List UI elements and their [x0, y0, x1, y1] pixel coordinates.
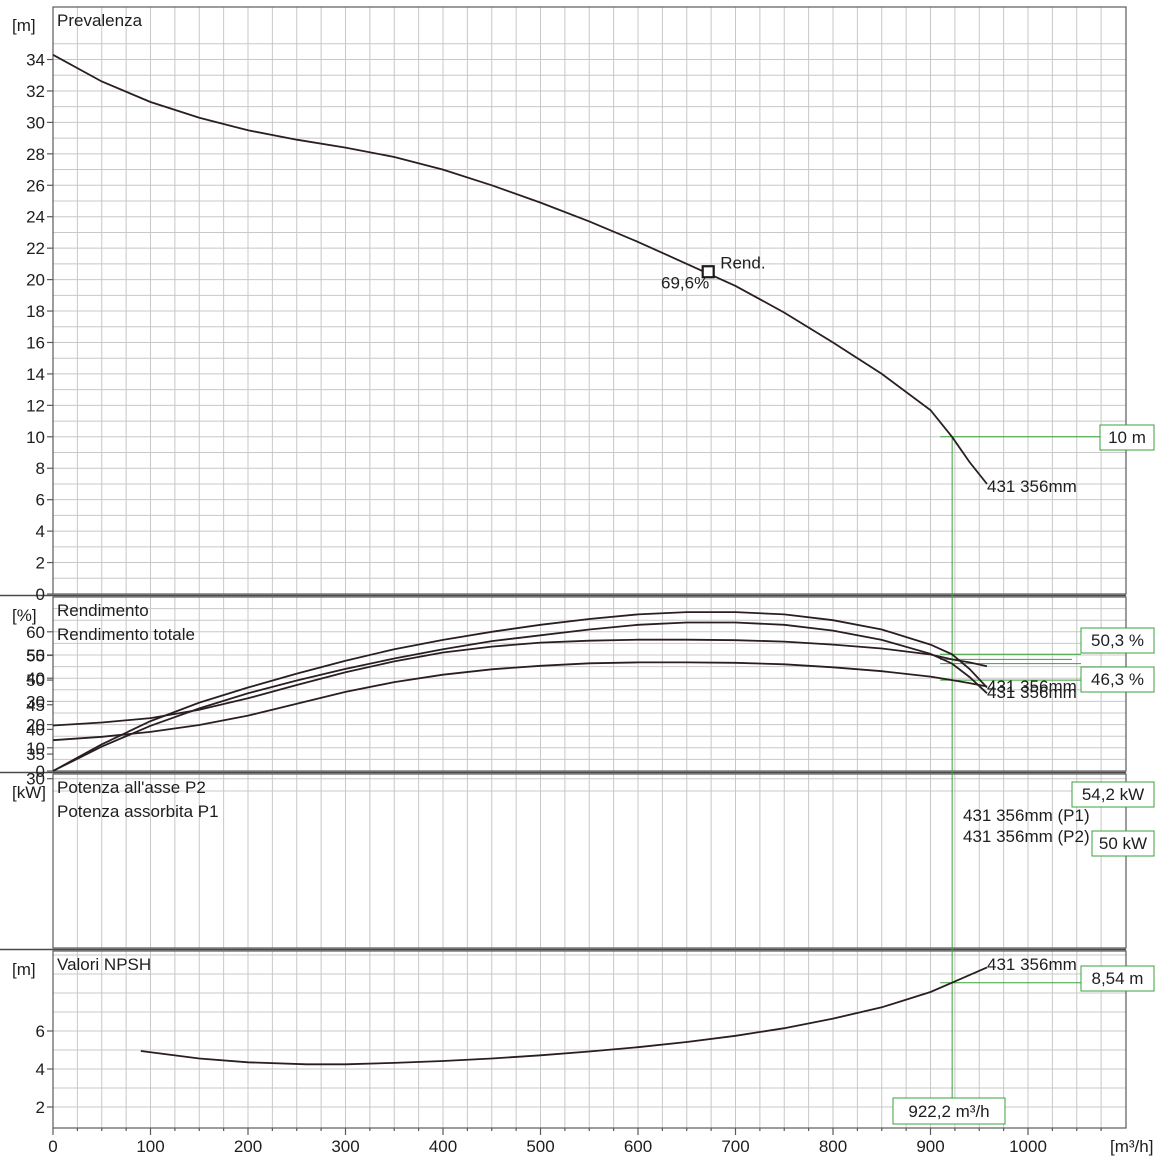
total-efficiency-value-label: 46,3 % [1091, 670, 1144, 689]
chart-frame [0, 7, 1126, 1135]
y-unit-label: [m] [12, 960, 36, 979]
grid [53, 7, 1126, 1128]
y-tick-label: 8 [36, 459, 45, 478]
bep-marker [703, 266, 714, 277]
y-tick-label: 12 [26, 396, 45, 415]
efficiency-value-label: 50,3 % [1091, 631, 1144, 650]
x-tick-label: 400 [429, 1137, 457, 1156]
panel-title: Rendimento [57, 601, 149, 620]
y-tick-label: 6 [36, 491, 45, 510]
y-tick-label: 2 [36, 554, 45, 573]
y-tick-label: 34 [26, 51, 45, 70]
curve-0-0 [53, 55, 987, 484]
p1-curve-label: 431 356mm (P1) [963, 806, 1090, 825]
y-tick-label: 6 [36, 1022, 45, 1041]
x-tick-label: 500 [526, 1137, 554, 1156]
x-tick-label: 600 [624, 1137, 652, 1156]
p1-power-value-label: 50 kW [1099, 834, 1147, 853]
x-tick-label: 1000 [1009, 1137, 1047, 1156]
p2-curve-label: 431 356mm (P2) [963, 827, 1090, 846]
panel-title: Potenza assorbita P1 [57, 802, 219, 821]
x-tick-label: 100 [136, 1137, 164, 1156]
y-tick-label: 55 [26, 646, 45, 665]
total-efficiency-curve-label: 431 356mm [987, 683, 1077, 702]
head-value-label: 10 m [1108, 428, 1146, 447]
panel-title: Valori NPSH [57, 955, 151, 974]
operating-point-lines [940, 437, 1100, 1098]
y-unit-label: [%] [12, 606, 37, 625]
y-tick-label: 10 [26, 428, 45, 447]
x-tick-label: 300 [331, 1137, 359, 1156]
head-curve-label: 431 356mm [987, 477, 1077, 496]
bep-label: Rend. [720, 254, 765, 273]
y-tick-label: 18 [26, 302, 45, 321]
x-tick-label: 0 [48, 1137, 57, 1156]
y-unit-label: [kW] [12, 783, 46, 802]
y-tick-label: 45 [26, 696, 45, 715]
y-tick-label: 14 [26, 365, 45, 384]
npsh-curve-label: 431 356mm [987, 955, 1077, 974]
y-tick-label: 4 [36, 1060, 45, 1079]
x-unit-label: [m³/h] [1110, 1137, 1153, 1156]
x-tick-label: 200 [234, 1137, 262, 1156]
panel-title: Potenza all'asse P2 [57, 778, 206, 797]
flow-value-label: 922,2 m³/h [908, 1102, 989, 1121]
panel-title: Rendimento totale [57, 625, 195, 644]
y-tick-label: 30 [26, 113, 45, 132]
npsh-value-label: 8,54 m [1092, 969, 1144, 988]
x-tick-label: 700 [721, 1137, 749, 1156]
curves [53, 55, 987, 1065]
x-tick-label: 800 [819, 1137, 847, 1156]
y-tick-label: 50 [26, 671, 45, 690]
y-tick-label: 4 [36, 522, 45, 541]
y-tick-label: 2 [36, 1098, 45, 1117]
y-tick-label: 22 [26, 239, 45, 258]
p2-power-value-label: 54,2 kW [1082, 785, 1144, 804]
y-tick-label: 28 [26, 145, 45, 164]
panel-title: Prevalenza [57, 11, 143, 30]
y-tick-label: 32 [26, 82, 45, 101]
y-unit-label: [m] [12, 16, 36, 35]
y-tick-label: 24 [26, 208, 45, 227]
y-tick-label: 40 [26, 720, 45, 739]
y-tick-label: 60 [26, 623, 45, 642]
y-tick-label: 0 [36, 585, 45, 604]
value-boxes: 10 m 50,3 % 46,3 % 54,2 kW 50 kW 8,54 m 922,2 … [703, 266, 1154, 1124]
x-tick-label: 900 [916, 1137, 944, 1156]
y-tick-label: 16 [26, 333, 45, 352]
y-tick-label: 20 [26, 271, 45, 290]
y-tick-label: 35 [26, 745, 45, 764]
y-tick-label: 26 [26, 176, 45, 195]
